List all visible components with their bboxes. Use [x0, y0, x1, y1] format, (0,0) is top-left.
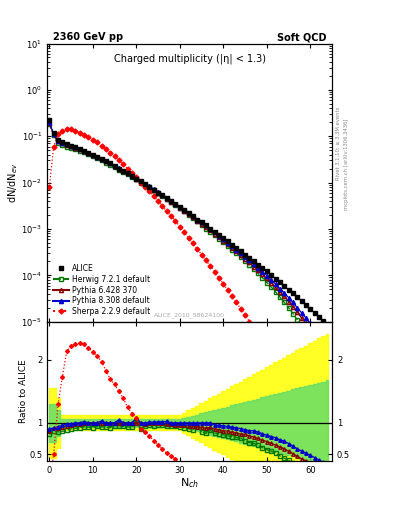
Legend: ALICE, Herwig 7.2.1 default, Pythia 6.428 370, Pythia 8.308 default, Sherpa 2.2.: ALICE, Herwig 7.2.1 default, Pythia 6.42…	[51, 262, 152, 318]
Sherpa 2.2.9 default	[325, 456, 330, 462]
Pythia 6.428 370	[325, 351, 330, 357]
Text: Rivet 3.1.10; ≥ 3.3M events: Rivet 3.1.10; ≥ 3.3M events	[336, 106, 341, 180]
Pythia 8.308 default	[47, 119, 52, 125]
Sherpa 2.2.9 default	[64, 125, 69, 132]
Text: Charged multiplicity (|η| < 1.3): Charged multiplicity (|η| < 1.3)	[114, 53, 266, 64]
Pythia 6.428 370	[112, 163, 117, 169]
Sherpa 2.2.9 default	[290, 386, 295, 392]
Pythia 6.428 370	[286, 298, 291, 305]
Pythia 8.308 default	[130, 173, 134, 179]
Sherpa 2.2.9 default	[134, 174, 139, 180]
Herwig 7.2.1 default	[112, 164, 117, 170]
ALICE	[317, 314, 321, 320]
Pythia 6.428 370	[191, 214, 195, 220]
Sherpa 2.2.9 default	[117, 157, 121, 163]
ALICE	[325, 322, 330, 328]
Pythia 8.308 default	[286, 294, 291, 301]
Line: Pythia 8.308 default: Pythia 8.308 default	[47, 120, 330, 349]
Herwig 7.2.1 default	[286, 305, 291, 311]
Pythia 6.428 370	[317, 338, 321, 344]
Pythia 6.428 370	[164, 196, 169, 202]
Pythia 8.308 default	[112, 163, 117, 169]
ALICE	[164, 195, 169, 201]
Y-axis label: Ratio to ALICE: Ratio to ALICE	[19, 359, 28, 423]
Herwig 7.2.1 default	[325, 365, 330, 371]
Text: mcplots.cern.ch [arXiv:1306.3436]: mcplots.cern.ch [arXiv:1306.3436]	[344, 118, 349, 209]
Herwig 7.2.1 default	[317, 350, 321, 356]
Pythia 8.308 default	[164, 195, 169, 201]
Text: Soft QCD: Soft QCD	[277, 32, 327, 42]
Text: ALICE_2010_S8624100: ALICE_2010_S8624100	[154, 312, 225, 317]
Text: 2360 GeV pp: 2360 GeV pp	[53, 32, 123, 42]
Sherpa 2.2.9 default	[47, 184, 52, 190]
Sherpa 2.2.9 default	[169, 213, 173, 219]
Line: Pythia 6.428 370: Pythia 6.428 370	[47, 121, 330, 356]
Pythia 8.308 default	[191, 213, 195, 219]
ALICE	[130, 173, 134, 179]
Line: Herwig 7.2.1 default: Herwig 7.2.1 default	[48, 123, 329, 370]
ALICE	[286, 287, 291, 293]
Pythia 6.428 370	[47, 120, 52, 126]
Herwig 7.2.1 default	[164, 196, 169, 202]
Sherpa 2.2.9 default	[317, 436, 321, 442]
Herwig 7.2.1 default	[47, 121, 52, 127]
ALICE	[191, 213, 195, 219]
Herwig 7.2.1 default	[130, 174, 134, 180]
Line: ALICE: ALICE	[47, 118, 330, 327]
Pythia 8.308 default	[325, 344, 330, 350]
Sherpa 2.2.9 default	[195, 246, 200, 252]
Pythia 6.428 370	[130, 173, 134, 179]
ALICE	[47, 117, 52, 123]
Line: Sherpa 2.2.9 default: Sherpa 2.2.9 default	[48, 127, 329, 461]
X-axis label: N$_{ch}$: N$_{ch}$	[180, 476, 199, 490]
Y-axis label: dN/dN$_{ev}$: dN/dN$_{ev}$	[6, 162, 20, 203]
ALICE	[112, 163, 117, 169]
Herwig 7.2.1 default	[191, 215, 195, 221]
Pythia 8.308 default	[317, 332, 321, 338]
